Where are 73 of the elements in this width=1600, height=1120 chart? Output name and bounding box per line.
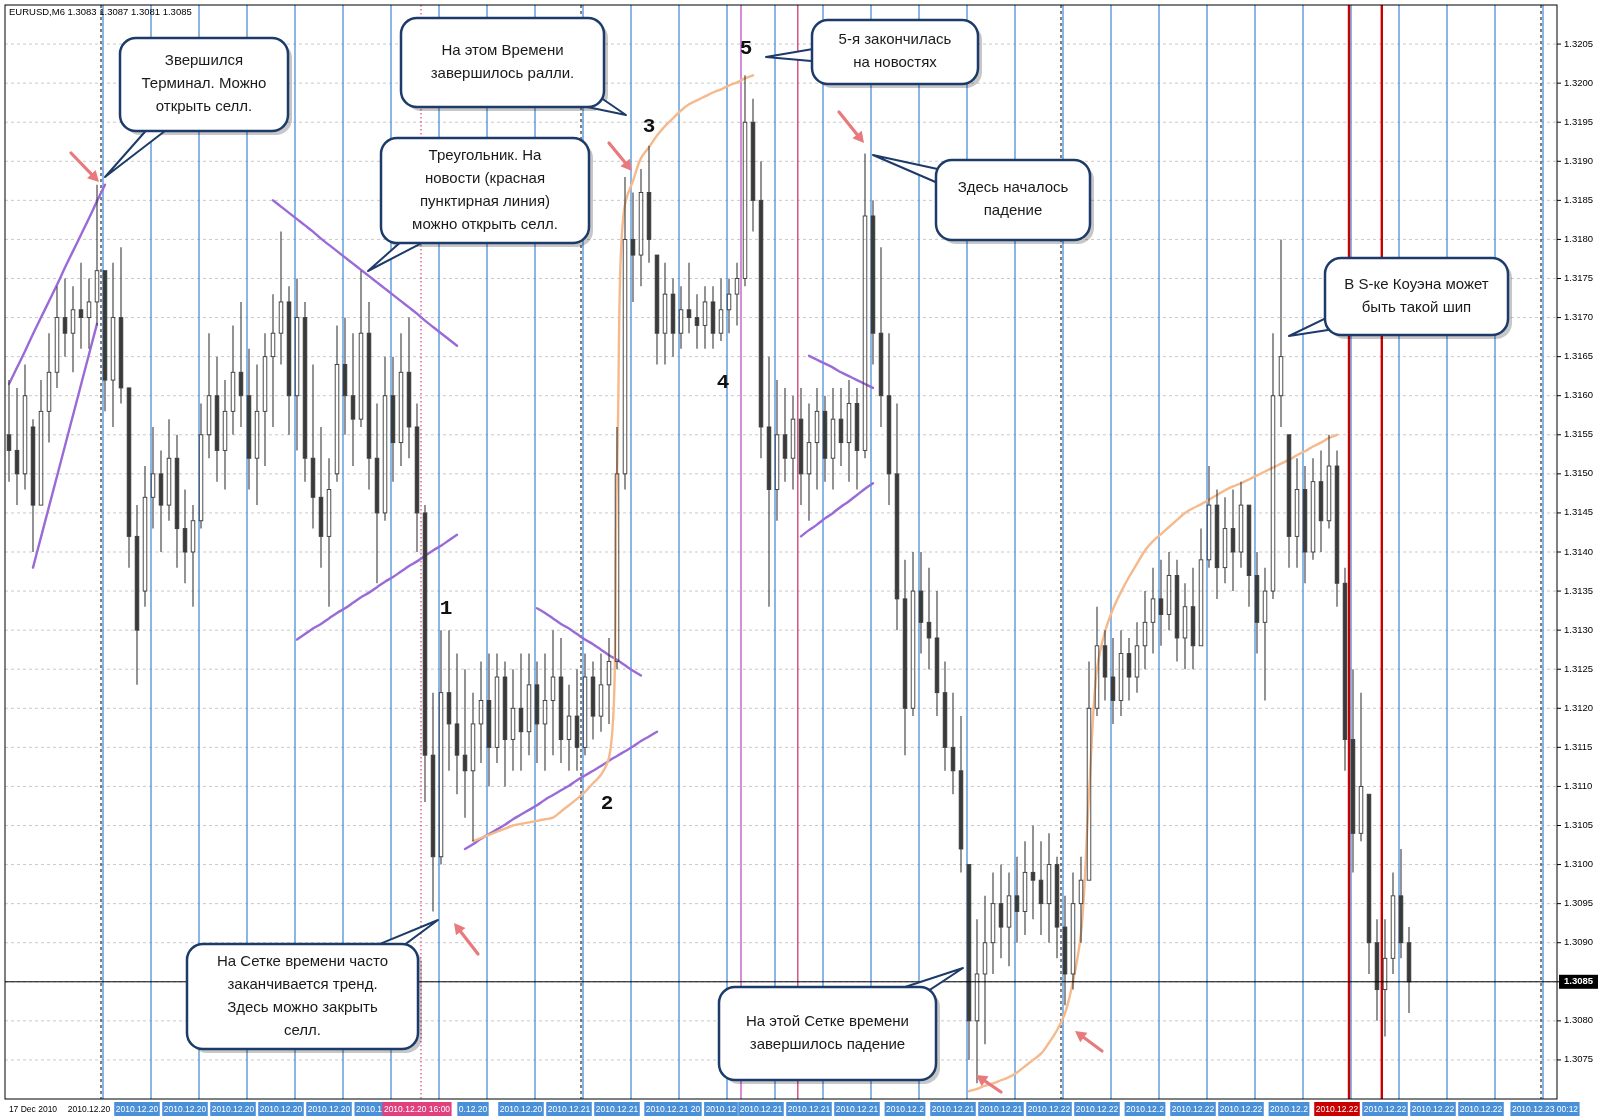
x-tick-label: 2010.12.20	[163, 1103, 207, 1114]
y-tick-label: 1.3125	[1564, 662, 1594, 674]
annotation: 5	[739, 36, 753, 60]
x-tick-label: 2010.12.2	[1126, 1103, 1165, 1114]
y-tick-label: 1.3130	[1564, 623, 1594, 635]
x-tick-label: 2010.12.22	[1315, 1103, 1359, 1114]
x-tick-label: 2010.12.22	[1363, 1103, 1407, 1114]
y-tick-label: 1.3170	[1564, 311, 1594, 323]
annotation: 2	[600, 791, 614, 815]
x-tick-label: 2010.12.21	[547, 1103, 591, 1114]
x-tick-label: 17 Dec 2010	[8, 1103, 58, 1114]
y-tick-label: 1.3205	[1564, 37, 1594, 49]
x-tick-label: 2010.12.20	[259, 1103, 303, 1114]
y-tick-label: 1.3145	[1564, 506, 1594, 518]
x-tick-label: 2010.12.20 16:00	[383, 1103, 451, 1114]
annotation: Звершился Терминал. Можно открыть селл.	[141, 51, 267, 115]
annotation: Треугольник. На новости (красная пунктирная линия) можно открыть селл.	[412, 145, 558, 232]
x-tick-label: 2010.12.21	[739, 1103, 783, 1114]
y-tick-label: 1.3155	[1564, 428, 1594, 440]
x-tick-label: 2010.12.21	[787, 1103, 831, 1114]
x-tick-label: 2010.12.20	[67, 1103, 111, 1114]
annotation: 1	[439, 596, 453, 620]
x-tick-label: 2010.12.21	[931, 1103, 975, 1114]
annotation: На Сетке времени часто заканчивается тренд. Здесь можно закрыть селл.	[217, 951, 388, 1038]
y-tick-label: 1.3200	[1564, 76, 1594, 88]
x-tick-label: 2010.12.2	[1270, 1103, 1309, 1114]
x-tick-label: 2010.1	[356, 1103, 383, 1114]
y-tick-label: 1.3165	[1564, 350, 1594, 362]
y-tick-label: 1.3100	[1564, 858, 1594, 870]
y-tick-label: 1.3090	[1564, 936, 1594, 948]
y-tick-label: 1.3175	[1564, 272, 1594, 284]
x-tick-label: 2010.12.22	[1075, 1103, 1119, 1114]
x-tick-label: 2010.12.22	[1411, 1103, 1455, 1114]
x-tick-label: 2010.12.21	[835, 1103, 879, 1114]
annotation: Здесь началось падение	[957, 178, 1069, 219]
y-tick-label: 1.3115	[1564, 740, 1593, 752]
y-tick-label: 1.3135	[1564, 584, 1594, 596]
x-tick-label: 2010.12.22	[1219, 1103, 1263, 1114]
x-tick-label: 2010.12.21 20	[645, 1103, 701, 1114]
annotation: 4	[716, 370, 730, 394]
y-tick-label: 1.3160	[1564, 389, 1594, 401]
y-tick-label: 1.3095	[1564, 897, 1594, 909]
x-tick-label: 2010.12.20	[211, 1103, 255, 1114]
x-tick-label: 2010.12.20	[307, 1103, 351, 1114]
y-tick-label: 1.3190	[1564, 154, 1594, 166]
x-tick-label: 2010.12.21	[595, 1103, 639, 1114]
annotation: 5-я закончилась на новостях	[838, 30, 952, 71]
ref-line-label: 1.3085	[1564, 975, 1594, 987]
y-tick-label: 1.3150	[1564, 467, 1594, 479]
annotation: В S-ке Коуэна может быть такой шип	[1344, 274, 1489, 315]
y-tick-label: 1.3105	[1564, 819, 1594, 831]
y-tick-label: 1.3140	[1564, 545, 1594, 557]
x-tick-label: 2010.12.21	[979, 1103, 1023, 1114]
chart-title: EURUSD,M6 1.3083 1.3087 1.3081 1.3085	[9, 6, 192, 17]
y-tick-label: 1.3075	[1564, 1053, 1594, 1065]
x-tick-label: 2010.12.20	[499, 1103, 543, 1114]
x-tick-label: 2010.12.22	[1027, 1103, 1071, 1114]
annotation: На этом Времени завершилось ралли.	[430, 40, 575, 81]
y-tick-label: 1.3120	[1564, 701, 1594, 713]
x-tick-label: 2010.12.20	[115, 1103, 159, 1114]
y-tick-label: 1.3080	[1564, 1014, 1594, 1026]
x-tick-label: 2010.12	[705, 1103, 737, 1114]
y-tick-label: 1.3195	[1564, 115, 1594, 127]
annotation: На этой Сетке времени завершилось падение	[745, 1011, 910, 1052]
x-tick-label: 0.12.20	[458, 1103, 488, 1114]
x-tick-label: 2010.12.22	[1171, 1103, 1215, 1114]
x-tick-label: 2010.12.2	[886, 1103, 925, 1114]
x-tick-label: 2010.12.23 00:12	[1511, 1103, 1579, 1114]
y-tick-label: 1.3185	[1564, 193, 1594, 205]
y-tick-label: 1.3110	[1564, 779, 1593, 791]
x-tick-label: 2010.12.22	[1459, 1103, 1503, 1114]
annotation: 3	[642, 114, 656, 138]
y-tick-label: 1.3180	[1564, 232, 1594, 244]
